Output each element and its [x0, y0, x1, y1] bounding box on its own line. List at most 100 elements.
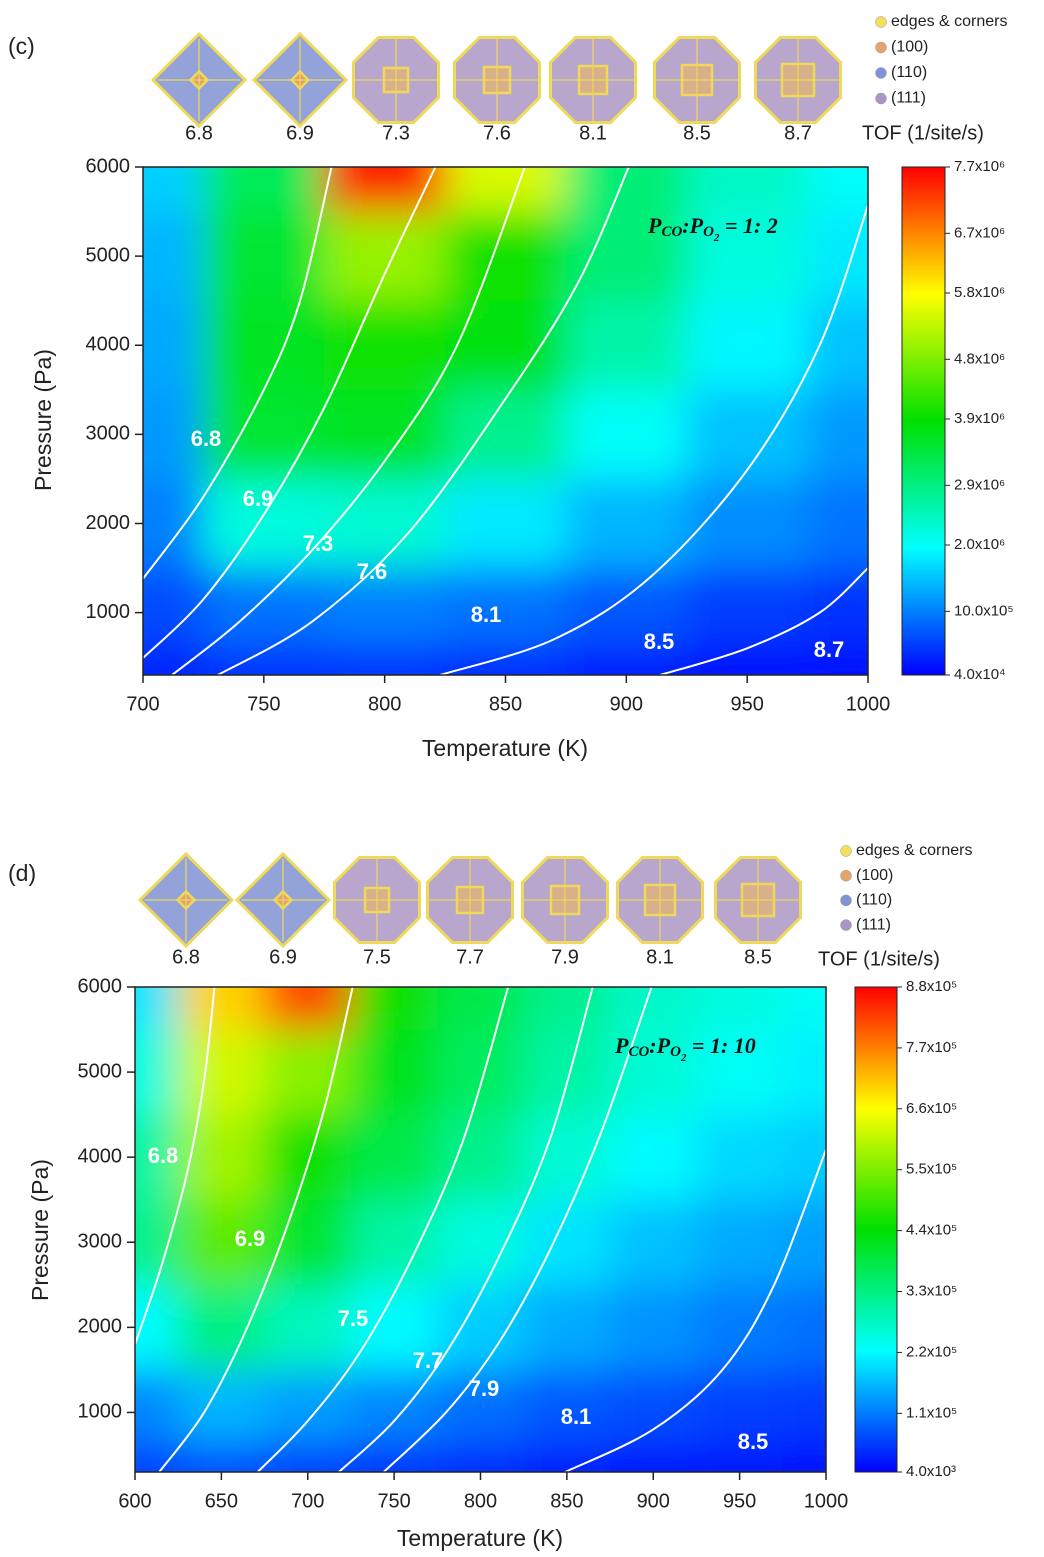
heat-cell: [523, 987, 612, 1031]
heat-cell: [807, 389, 868, 480]
legend-dot: [840, 869, 852, 882]
heat-cell: [523, 1284, 612, 1371]
contour-line: [143, 167, 437, 659]
particle-label: 8.5: [744, 946, 772, 968]
heat-cell: [264, 1114, 352, 1201]
heat-cell: [350, 1442, 439, 1472]
y-tick-label: 5000: [86, 244, 131, 266]
heat-cell: [696, 1114, 784, 1201]
colorbar: [901, 166, 946, 676]
x-tick-label: 600: [118, 1490, 151, 1512]
legend-dot: [840, 919, 852, 931]
heat-cell: [696, 1284, 784, 1371]
heat-cell: [686, 211, 809, 302]
y-tick-label: 1000: [78, 1401, 123, 1423]
legend-label: (110): [856, 892, 892, 909]
heat-cell: [807, 167, 868, 213]
legend-label: (111): [856, 916, 891, 933]
contour-label: 7.5: [338, 1306, 369, 1331]
annotation-part: P: [689, 213, 704, 238]
annotation-part: O: [703, 224, 714, 240]
heat-cell: [782, 1199, 826, 1286]
x-tick-label: 900: [637, 1490, 670, 1512]
heat-cell: [686, 167, 809, 213]
colorbar-tick-label: 2.0x10⁶: [954, 536, 1005, 553]
x-tick-label: 800: [464, 1490, 497, 1512]
heat-cell: [135, 1029, 180, 1116]
contour-label: 8.5: [644, 629, 675, 654]
contour-line: [171, 167, 526, 675]
heat-cell: [350, 1284, 439, 1371]
heat-cell: [143, 568, 205, 645]
heat-cell: [782, 1284, 826, 1371]
x-tick-label: 750: [377, 1490, 410, 1512]
particle-label: 7.3: [382, 122, 410, 144]
x-tick-label: 850: [489, 693, 522, 715]
colorbar-tick-label: 4.0x10⁴: [954, 666, 1005, 683]
heat-cell: [437, 1114, 525, 1201]
contour-line: [383, 987, 653, 1472]
heat-cell: [324, 478, 447, 570]
heat-cell: [610, 1029, 698, 1116]
contour-line: [659, 567, 868, 675]
legend-dot: [840, 845, 852, 857]
particle-icon: [754, 36, 842, 124]
heat-cell: [264, 987, 352, 1031]
heat-cell: [324, 568, 447, 645]
annotation-part: CO: [628, 1044, 649, 1060]
heat-cell: [437, 987, 525, 1031]
contour-label: 8.7: [814, 637, 845, 662]
contour-label: 6.8: [148, 1143, 179, 1168]
y-axis-title: Pressure (Pa): [30, 349, 56, 491]
x-tick-label: 950: [730, 693, 763, 715]
heat-cell: [445, 478, 567, 570]
y-tick-label: 4000: [78, 1145, 123, 1167]
heat-cell: [437, 1199, 525, 1286]
heat-cell: [523, 1029, 612, 1116]
heat-cell: [523, 1369, 612, 1444]
heat-cell: [264, 1199, 352, 1286]
heat-cell: [350, 987, 439, 1031]
contour-label: 7.9: [469, 1376, 500, 1401]
colorbar-tick-label: 4.4x10⁵: [906, 1222, 957, 1239]
heat-cell: [807, 568, 868, 645]
heat-cell: [143, 389, 205, 480]
colorbar-tick-label: 2.9x10⁶: [954, 476, 1005, 493]
annotation-part: = 1: 2: [719, 213, 777, 238]
particle-label: 7.6: [483, 122, 511, 144]
heat-cell: [610, 1199, 698, 1286]
heat-cell: [807, 478, 868, 570]
heat-cell: [445, 167, 567, 213]
particle-label: 8.7: [784, 122, 812, 144]
heat-cell: [807, 211, 868, 302]
annotation-part: 2: [680, 1052, 687, 1064]
ratio-annotation: PCO:PO2 = 1: 2: [647, 213, 778, 243]
x-tick-label: 700: [126, 693, 159, 715]
legend-label: edges & corners: [891, 13, 1008, 30]
heat-cell: [264, 1284, 352, 1371]
colorbar-tick-label: 4.8x10⁶: [954, 350, 1005, 367]
heat-cell: [445, 300, 567, 391]
x-tick-label: 650: [205, 1490, 238, 1512]
contour-line: [256, 987, 510, 1472]
legend-dot: [840, 894, 852, 907]
contour-label: 7.6: [357, 559, 388, 584]
heatmap: [135, 987, 826, 1472]
colorbar-tick-label: 1.1x10⁵: [906, 1404, 957, 1421]
y-tick-label: 4000: [86, 334, 131, 356]
heat-cell: [264, 1369, 352, 1444]
colorbar-tick-label: 7.7x10⁵: [906, 1039, 957, 1056]
heatmap-area: [135, 987, 826, 1472]
heat-cell: [782, 1114, 826, 1201]
colorbar-tick-label: 7.7x10⁶: [954, 158, 1005, 175]
heat-cell: [264, 1442, 352, 1472]
x-tick-label: 700: [291, 1490, 324, 1512]
contour-line: [217, 167, 630, 675]
particle-icon: [521, 856, 609, 944]
x-axis-title: Temperature (K): [397, 1525, 563, 1551]
colorbar-title: TOF (1/site/s): [818, 948, 940, 970]
y-tick-label: 3000: [86, 423, 131, 445]
legend-label: (100): [891, 39, 928, 56]
colorbar-title: TOF (1/site/s): [862, 122, 984, 144]
